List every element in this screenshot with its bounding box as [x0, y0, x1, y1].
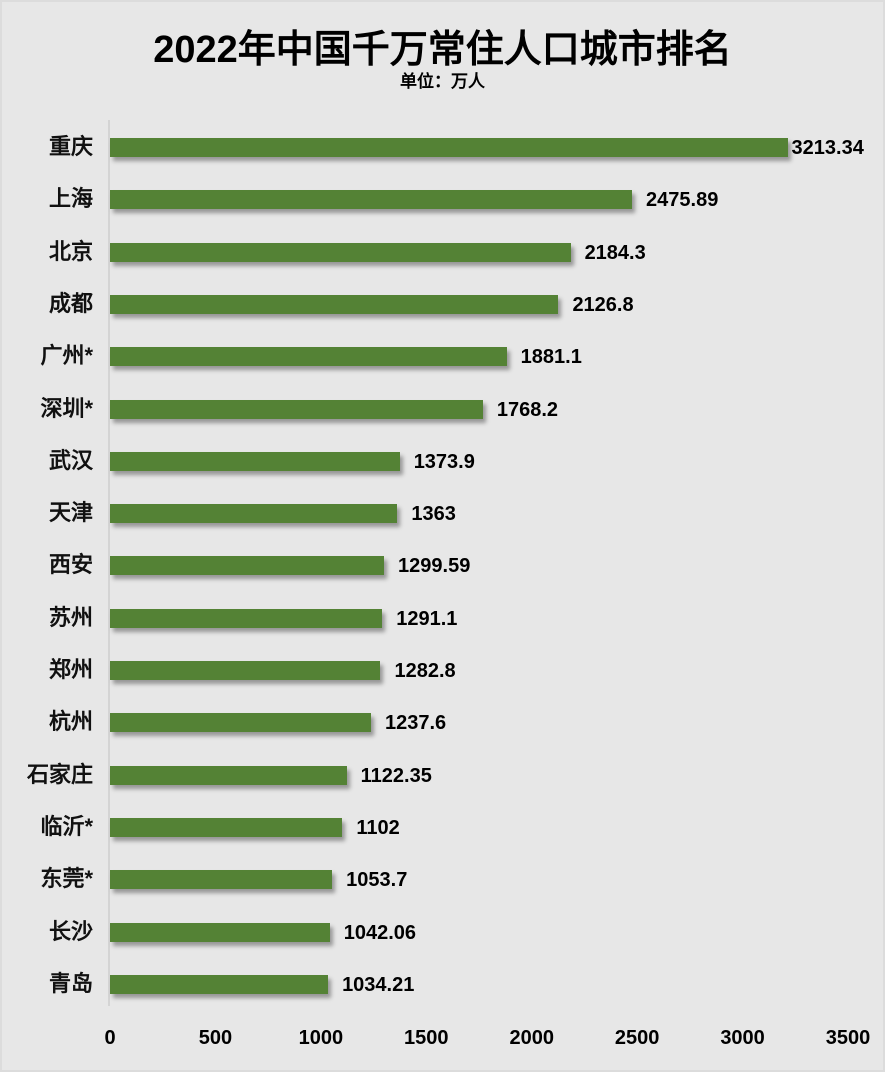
x-tick-label: 500 [198, 1027, 233, 1049]
bar-row: 苏州 1291.1 [0, 604, 885, 661]
bar-row: 北京 2184.3 [0, 238, 885, 295]
category-label: 广州* [40, 343, 93, 369]
bar [110, 608, 383, 628]
value-label: 1042.06 [343, 921, 417, 944]
value-label: 1053.7 [346, 869, 408, 892]
category-label: 成都 [48, 290, 93, 316]
x-tick-label: 2500 [614, 1027, 660, 1049]
bar-row: 东莞* 1053.7 [0, 866, 885, 922]
category-label: 东莞* [40, 866, 93, 892]
category-label: 郑州 [48, 657, 93, 682]
category-label: 青岛 [48, 970, 93, 996]
x-tick-label: 2000 [509, 1027, 554, 1049]
category-label: 杭州 [48, 709, 93, 735]
bar [110, 451, 400, 471]
x-tick-label: 1000 [298, 1027, 344, 1049]
bar-row: 重庆 3213.34 [0, 134, 885, 190]
category-label: 天津 [48, 500, 93, 526]
bar [110, 347, 507, 367]
category-label: 北京 [48, 238, 93, 264]
value-label: 1102 [356, 816, 400, 839]
category-label: 长沙 [48, 918, 93, 944]
bar [110, 138, 788, 157]
bar-row: 上海 2475.89 [0, 186, 885, 242]
bar [110, 504, 398, 524]
bar [110, 190, 633, 210]
bar [110, 713, 371, 733]
bar [110, 242, 571, 262]
category-label: 深圳* [40, 395, 93, 421]
value-label: 1373.9 [413, 450, 475, 473]
bar-row: 武汉 1373.9 [0, 447, 885, 504]
bar-row: 深圳* 1768.2 [0, 395, 885, 452]
value-label: 1299.59 [398, 555, 471, 578]
bar-row: 石家庄 1122.35 [0, 761, 885, 818]
value-label: 2184.3 [584, 241, 646, 264]
y-axis-line [108, 120, 110, 1006]
x-tick-label: 3000 [720, 1027, 765, 1049]
category-label: 石家庄 [26, 761, 93, 787]
category-label: 临沂* [40, 813, 93, 839]
bar-row: 天津 1363 [0, 500, 885, 556]
bar [110, 870, 333, 890]
bar [110, 765, 347, 785]
bar-row: 成都 2126.8 [0, 290, 885, 347]
bar-row: 郑州 1282.8 [0, 657, 885, 713]
category-label: 西安 [48, 552, 93, 578]
bar-row: 西安 1299.59 [0, 552, 885, 608]
value-label: 1881.1 [520, 346, 582, 369]
value-label: 1034.21 [342, 973, 415, 996]
value-label: 1291.1 [396, 607, 458, 630]
chart-subtitle: 单位：万人 [400, 72, 485, 91]
value-label: 1768.2 [496, 398, 558, 421]
value-label: 1122.35 [360, 764, 432, 787]
category-label: 武汉 [48, 447, 93, 473]
bar-row: 长沙 1042.06 [0, 918, 885, 975]
bar-row: 广州* 1881.1 [0, 343, 885, 399]
category-label: 苏州 [48, 604, 93, 630]
value-label: 2126.8 [572, 293, 634, 316]
bar [110, 974, 329, 994]
category-label: 重庆 [48, 134, 93, 159]
x-tick-label: 3500 [825, 1027, 871, 1049]
bar [110, 817, 343, 837]
value-label: 1282.8 [394, 660, 456, 682]
chart-title: 2022年中国千万常住人口城市排名 [153, 29, 732, 71]
bar-row: 杭州 1237.6 [0, 709, 885, 765]
category-label: 上海 [48, 186, 93, 212]
value-label: 2475.89 [646, 189, 719, 212]
value-label: 1237.6 [384, 712, 447, 735]
bar-row: 青岛 1034.21 [0, 970, 885, 1027]
bar-row: 临沂* 1102 [0, 813, 885, 870]
value-label: 3213.34 [791, 137, 864, 159]
x-tick-label: 0 [104, 1027, 116, 1049]
bar [110, 556, 385, 576]
x-tick-label: 1500 [404, 1027, 449, 1049]
bar [110, 399, 483, 419]
bar [110, 661, 381, 680]
bar [110, 922, 330, 942]
bar [110, 294, 559, 314]
value-label: 1363 [411, 503, 456, 526]
